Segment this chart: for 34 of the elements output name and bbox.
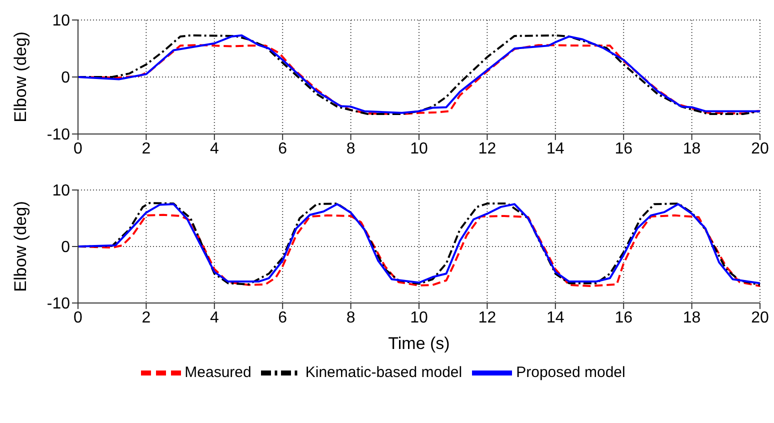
x-tick-label: 4 [210,309,219,326]
legend-label: Proposed model [516,364,626,381]
x-tick-label: 20 [751,140,769,158]
y-tick-label: -10 [46,296,70,313]
x-tick-label: 20 [751,309,769,326]
x-tick-label: 10 [410,140,428,158]
legend-label: Kinematic-based model [305,364,462,381]
x-tick-label: 0 [74,140,83,158]
y-tick-label: 0 [61,239,70,256]
x-tick-label: 14 [546,140,564,158]
y-tick-label: -10 [46,126,70,144]
y-axis-title: Elbow (deg) [11,201,30,292]
x-tick-label: 0 [74,309,83,326]
y-tick-label: 10 [52,12,70,30]
x-tick-label: 4 [210,140,219,158]
x-tick-label: 10 [410,309,428,326]
x-tick-label: 6 [278,140,288,158]
x-axis-title: Time (s) [388,334,450,353]
x-tick-label: 16 [614,140,633,158]
y-axis-title: Elbow (deg) [11,32,30,122]
x-tick-label: 18 [682,309,701,326]
legend-label: Measured [184,364,252,381]
x-tick-label: 18 [682,140,701,158]
x-tick-label: 12 [478,140,496,158]
x-tick-label: 2 [142,140,151,158]
y-tick-label: 0 [61,70,70,87]
y-tick-label: 10 [52,182,70,200]
x-tick-label: 8 [346,309,356,326]
x-tick-label: 2 [142,309,151,326]
x-tick-label: 8 [346,140,356,158]
x-tick-label: 12 [478,309,496,326]
x-tick-label: 6 [278,309,288,326]
x-tick-label: 14 [546,309,564,326]
x-tick-label: 16 [614,309,633,326]
